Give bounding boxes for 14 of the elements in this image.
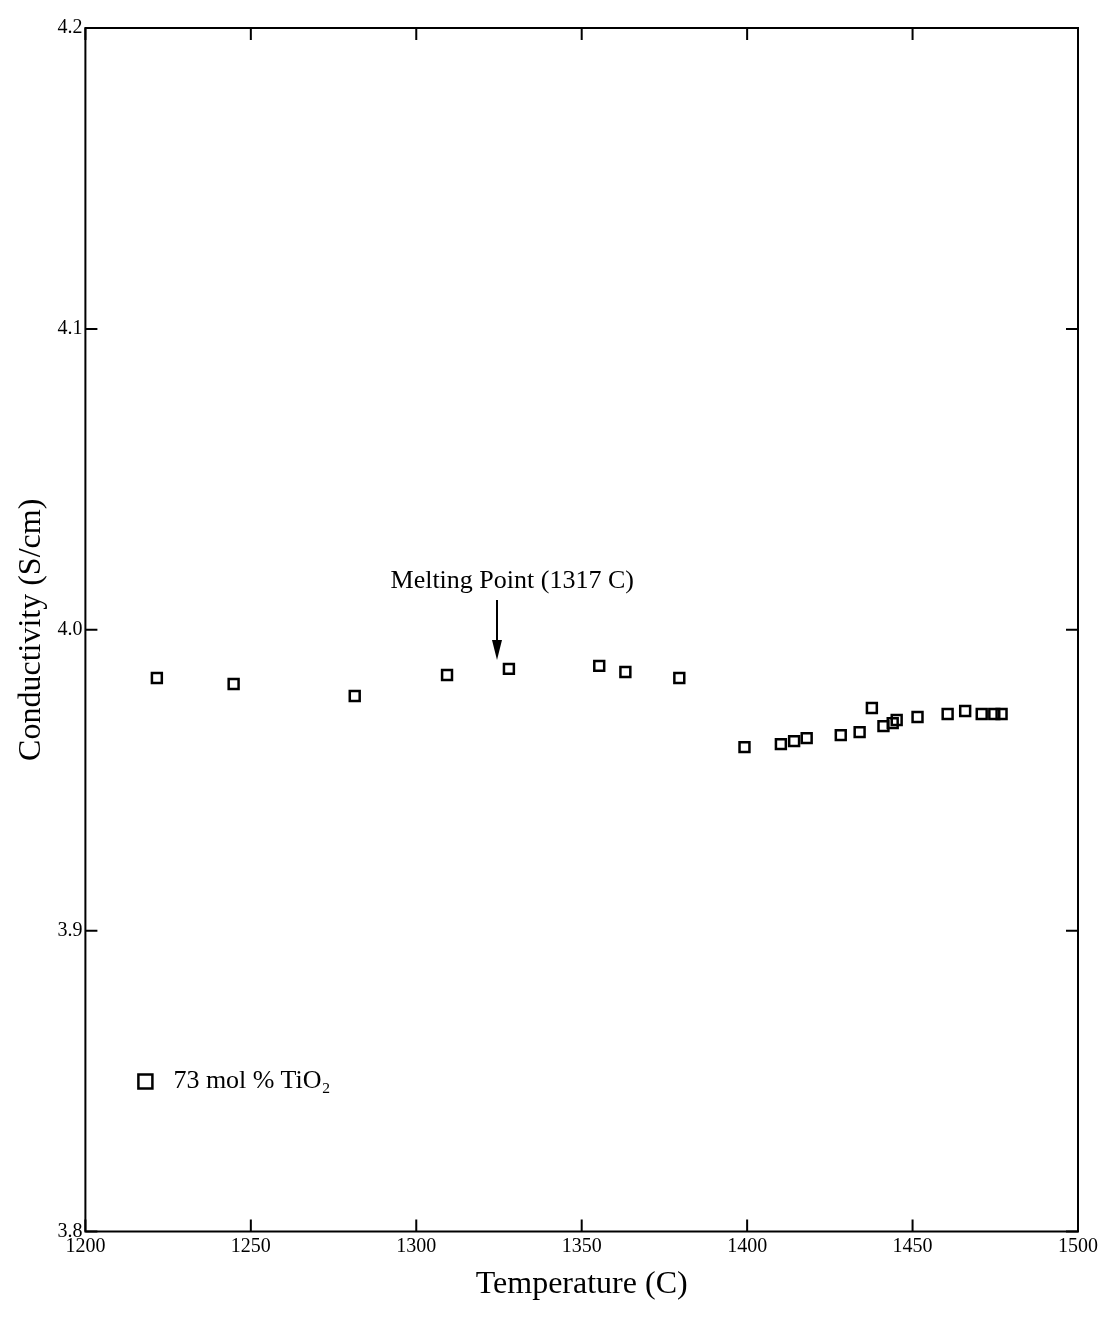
x-tick-label: 1250 [230,1233,271,1256]
legend-label: 73 mol % TiO₂ [173,1065,331,1095]
y-tick-label: 3.9 [57,917,83,940]
x-tick-label: 1450 [892,1233,933,1256]
y-tick-label: 4.2 [57,15,83,38]
x-tick-label: 1300 [396,1233,437,1256]
y-axis-title: Conductivity (S/cm) [10,498,47,761]
y-tick-label: 4.1 [57,316,83,339]
x-axis-title: Temperature (C) [475,1264,688,1301]
x-tick-label: 1400 [727,1233,768,1256]
x-tick-label: 1350 [561,1233,602,1256]
x-tick-label: 1500 [1058,1233,1098,1256]
annotation: Melting Point (1317 C) [390,564,634,594]
y-tick-label: 4.0 [57,617,83,640]
